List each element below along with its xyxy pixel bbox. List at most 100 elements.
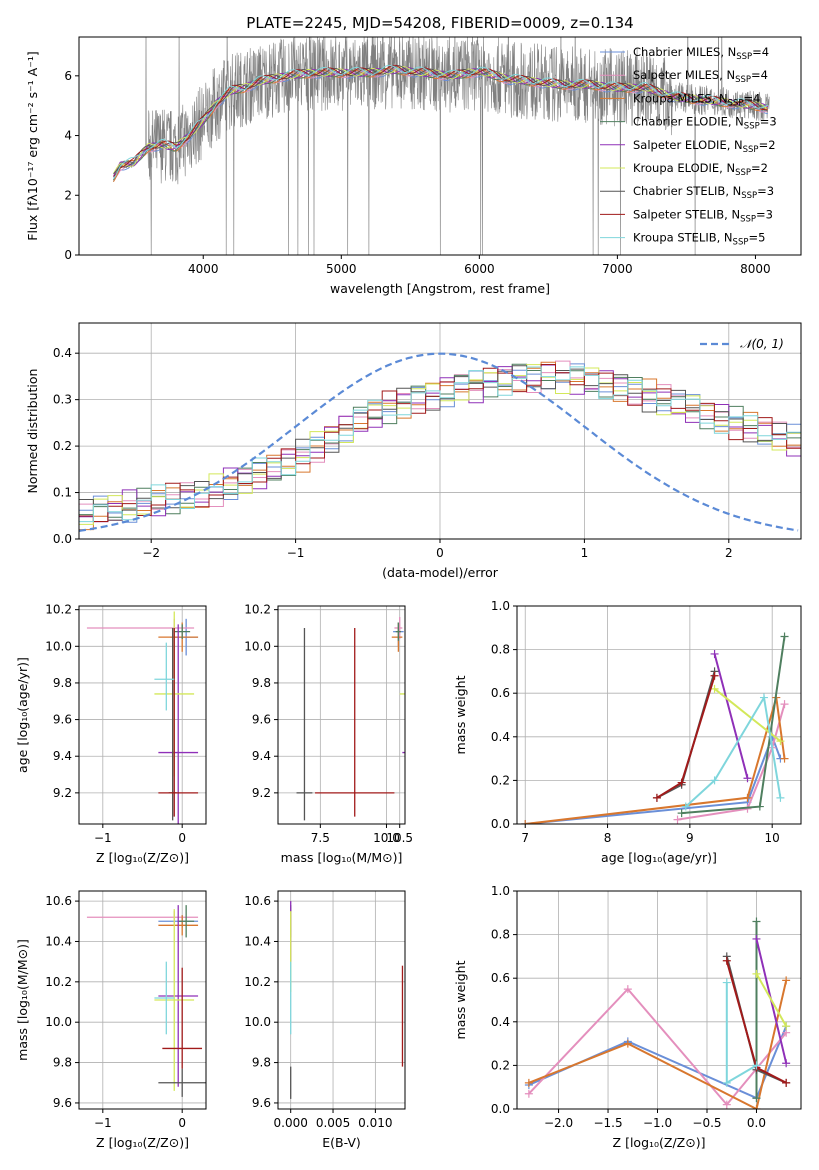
mass-vs-Z-ylabel: mass [log₁₀(M/M⊙)]: [15, 939, 30, 1061]
weight-vs-age-panel: 7 8 9 10 0.0 0.2 0.4 0.6 0.8 1.0 age [log₁₀(age/yr…: [453, 599, 802, 865]
mass-vs-ebv-frame: [277, 890, 406, 1110]
mass-vs-Z-xlabel: Z [log₁₀(Z/Z⊙)]: [96, 1135, 189, 1150]
weight-vs-Z-marker-2-1: [623, 1039, 632, 1048]
spectrum-frame: [78, 36, 802, 256]
weight-vs-Z-marker-4-1: [782, 1059, 791, 1068]
weight-vs-age-marker-4-0: [710, 649, 719, 658]
gaussian-legend-label: 𝒩(0, 1): [740, 337, 784, 351]
age-vs-mass-xlabel: mass [log₁₀(M/M⊙)]: [281, 850, 403, 865]
weight-vs-age-xlabel: age [log₁₀(age/yr)]: [601, 850, 717, 865]
weight-vs-Z-frame: [516, 890, 802, 1110]
age-vs-mass-ytick-label-1: 9.4: [252, 749, 271, 763]
weight-vs-age-marker-8-1: [710, 776, 719, 785]
weight-vs-age-marker-8-0: [681, 802, 690, 811]
spectrum-ytick-label-1: 2: [64, 188, 72, 202]
weight-vs-Z-marker-7-2: [782, 1078, 791, 1087]
legend-entry-0: Chabrier MILES, NSSP=4: [633, 45, 769, 62]
age-vs-Z-xtick-label-1: 0: [178, 831, 186, 845]
legend-entry-8: Kroupa STELIB, NSSP=5: [633, 231, 765, 248]
age-vs-Z-ytick-label-5: 10.2: [45, 603, 72, 617]
weight-vs-Z-series-5: [755, 973, 788, 1027]
weight-vs-age-marker-7-0: [652, 793, 661, 802]
mass-vs-ebv-ytick-label-0: 9.6: [252, 1096, 271, 1110]
spectrum-legend: Chabrier MILES, NSSP=4 Salpeter MILES, NS…: [600, 45, 777, 248]
mass-vs-Z-ytick-label-0: 9.6: [53, 1096, 72, 1110]
weight-vs-Z-marker-1-1: [623, 985, 632, 994]
age-vs-Z-ytick-label-2: 9.6: [53, 713, 72, 727]
spectrum-xtick-label-4: 8000: [740, 262, 771, 276]
weight-vs-age-series-0: [525, 733, 782, 824]
weight-vs-Z-ytick-label-3: 0.6: [491, 971, 510, 985]
weight-vs-Z-marker-8-0: [722, 978, 731, 987]
spectrum-xtick-label-2: 6000: [464, 262, 495, 276]
spectrum-model-line-7: [113, 64, 769, 177]
spectrum-xlabel: wavelength [Angstrom, rest frame]: [330, 281, 550, 296]
weight-vs-Z-marker-7-0: [722, 956, 731, 965]
age-vs-Z-xtick-label-0: −1: [94, 831, 112, 845]
histogram-1: [79, 360, 801, 523]
weight-vs-age-marker-3-1: [755, 802, 764, 811]
histogram-8: [79, 366, 801, 523]
weight-vs-Z-ytick-label-5: 1.0: [491, 884, 510, 898]
weight-vs-age-frame: [516, 605, 802, 825]
weight-vs-age-ytick-label-1: 0.2: [491, 773, 510, 787]
weight-vs-age-series-8: [685, 694, 782, 808]
weight-vs-Z-marker-3-0: [752, 917, 761, 926]
weight-vs-Z-marker-5-0: [752, 969, 761, 978]
spectrum-ytick-label-2: 4: [64, 129, 72, 143]
weight-vs-age-marker-8-3: [776, 793, 785, 802]
residuals-ylabel: Normed distribution: [25, 369, 40, 494]
histogram-7: [79, 364, 801, 522]
spectrum-ytick-label-3: 6: [64, 69, 72, 83]
age-vs-mass-ytick-label-2: 9.6: [252, 713, 271, 727]
legend-entry-6: Chabrier STELIB, NSSP=3: [633, 184, 774, 201]
mass-vs-ebv-xtick-label-1: 0.005: [316, 1116, 350, 1130]
residuals-panel: −2 −1 0 1 2 0.0 0.1 0.2 0.3 0.4 (data-model)/error…: [25, 322, 802, 580]
mass-vs-ebv-xlabel: E(B-V): [322, 1135, 361, 1150]
figure-title: PLATE=2245, MJD=54208, FIBERID=0009, z=0…: [246, 14, 633, 32]
age-vs-mass-plot-area: [296, 616, 405, 821]
weight-vs-Z-xtick-label-0: −2.0: [544, 1116, 573, 1130]
weight-vs-Z-ylabel: mass weight: [453, 960, 468, 1039]
mass-vs-Z-ytick-label-4: 10.4: [45, 934, 72, 948]
spectrum-ylabel: Flux [fλ10⁻¹⁷ erg cm⁻² s⁻¹ A⁻¹]: [25, 51, 40, 240]
weight-vs-age-marker-2-0: [521, 820, 530, 824]
weight-vs-Z-marker-8-1: [722, 1078, 731, 1087]
mass-vs-Z-frame: [78, 890, 207, 1110]
age-vs-Z-ytick-label-1: 9.4: [53, 749, 72, 763]
age-vs-mass-xtick-label-2: 10.5: [386, 831, 413, 845]
age-vs-Z-ytick-label-0: 9.2: [53, 786, 72, 800]
weight-vs-Z-series-8: [725, 982, 758, 1085]
mass-vs-ebv-ytick-label-2: 10.0: [244, 1015, 271, 1029]
spectrum-data-line: [113, 37, 770, 255]
mass-vs-ebv-plot-area: [290, 901, 404, 1099]
histogram-6: [79, 365, 801, 521]
weight-vs-Z-marker-1-0: [524, 1089, 533, 1098]
weight-vs-Z-marker-8-2: [752, 1061, 761, 1070]
weight-vs-Z-series-2: [528, 980, 788, 1109]
mass-vs-ebv-ytick-label-5: 10.6: [244, 894, 271, 908]
age-vs-mass-ytick-label-5: 10.2: [244, 603, 271, 617]
spectrum-xtick-label-3: 7000: [602, 262, 633, 276]
spectrum-panel: 4000 5000 6000 7000 8000 0 2 4 6 wavelength [Angs…: [25, 36, 802, 296]
weight-vs-age-series-4: [713, 653, 749, 779]
residuals-plot-area: [79, 352, 801, 532]
age-vs-mass-xtick-label-1: 10.0: [373, 831, 400, 845]
weight-vs-age-ytick-label-3: 0.6: [491, 686, 510, 700]
weight-vs-Z-xtick-label-3: −0.5: [692, 1116, 721, 1130]
weight-vs-age-marker-7-2: [710, 671, 719, 680]
weight-vs-Z-xlabel: Z [log₁₀(Z/Z⊙)]: [613, 1135, 706, 1150]
weight-vs-Z-xtick-label-2: −1.0: [643, 1116, 672, 1130]
residuals-ytick-label-1: 0.1: [53, 486, 72, 500]
weight-vs-age-xtick-label-3: 10: [765, 831, 780, 845]
mass-vs-Z-xtick-label-0: −1: [94, 1116, 112, 1130]
legend-entry-7: Salpeter STELIB, NSSP=3: [633, 207, 773, 224]
weight-vs-age-marker-2-1: [743, 793, 752, 802]
age-vs-mass-ytick-label-4: 10.0: [244, 639, 271, 653]
weight-vs-age-ytick-label-2: 0.4: [491, 730, 510, 744]
weight-vs-age-marker-5-0: [710, 684, 719, 693]
mass-vs-ebv-ytick-label-3: 10.2: [244, 975, 271, 989]
weight-vs-age-xtick-label-1: 8: [604, 831, 612, 845]
weight-vs-age-ytick-label-4: 0.8: [491, 643, 510, 657]
